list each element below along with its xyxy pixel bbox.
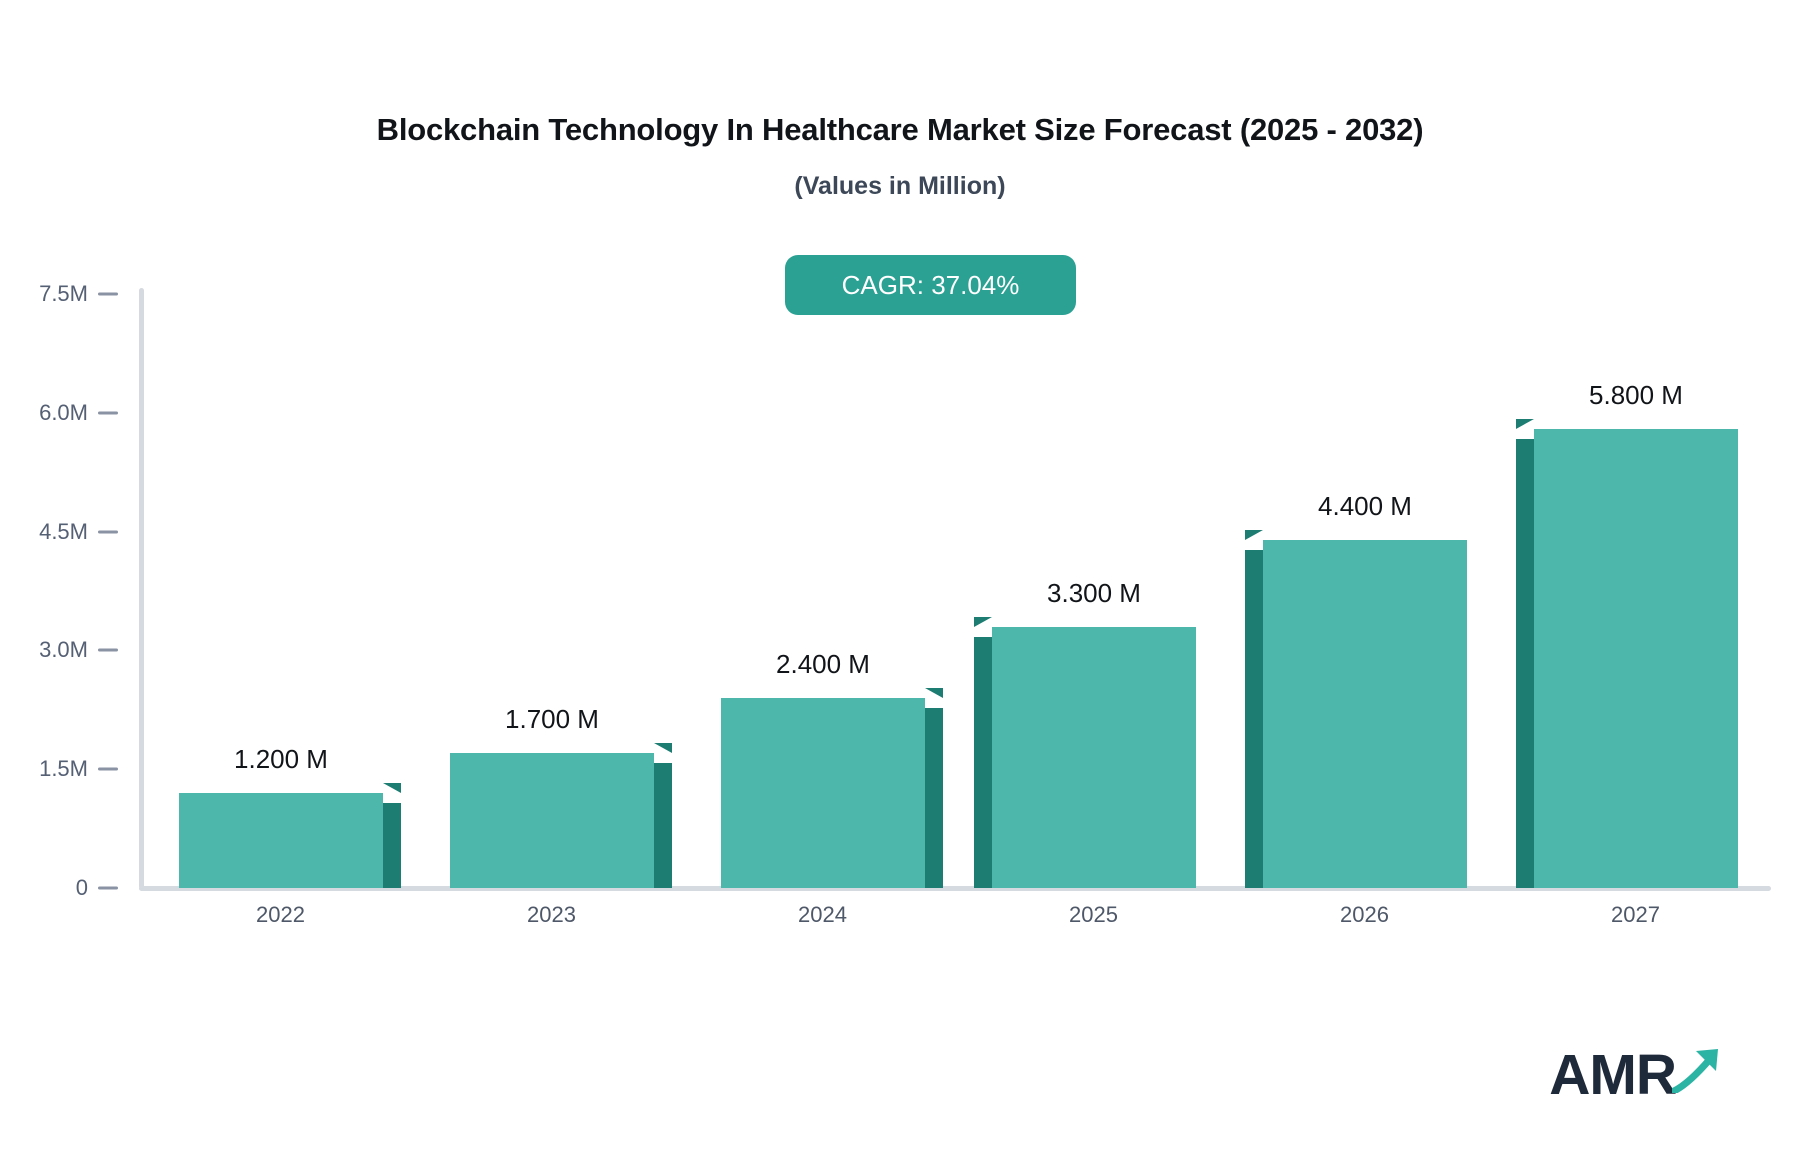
bar-value-label: 2.400 M [776,648,870,679]
x-axis-tick-label: 2026 [1340,902,1389,927]
bar: 4.400 M [1245,0,1467,888]
trend-arrow-up-right-icon [1670,1047,1734,1098]
x-axis-tick-label: 2025 [1069,902,1118,927]
y-axis-tick-label: 3.0M [39,637,88,663]
bar-value-label: 1.700 M [505,704,599,735]
bar-front-face [450,753,654,888]
amr-logo: AMR [1549,1047,1734,1104]
x-axis-tick-label: 2024 [798,902,847,927]
bar: 1.700 M [450,0,672,888]
bar-side-face [1516,438,1534,888]
bar-value-label: 4.400 M [1318,490,1412,521]
x-axis-tick-label: 2022 [256,902,305,927]
bar: 3.300 M [974,0,1196,888]
chart-subtitle: (Values in Million) [794,172,1006,200]
bar-top-face [1516,418,1534,429]
bar-top-face [383,782,401,793]
y-axis-tick-mark [98,767,118,771]
bar-front-face [721,697,925,888]
y-axis-tick-label: 6.0M [39,399,88,425]
y-axis-tick-label: 4.5M [39,518,88,544]
bar-top-face [654,743,672,754]
x-axis-line [139,886,1771,891]
y-axis-tick-label: 7.5M [39,281,88,306]
x-axis-tick-label: 2023 [527,902,576,927]
bar: 2.400 M [721,0,943,888]
bar-side-face [925,707,943,888]
bar-front-face [1263,539,1467,888]
bar-side-face [974,636,992,888]
bar-front-face [179,792,383,888]
amr-wordmark: AMR [1549,1043,1677,1107]
bar-front-face [1534,428,1738,888]
y-axis-tick-mark [98,411,118,415]
bar-top-face [974,616,992,627]
y-axis-tick-mark [98,292,118,296]
y-axis-tick-mark [98,530,118,534]
y-axis-tick-label: 0 [75,875,88,900]
bar: 1.200 M [179,0,401,888]
bar-value-label: 5.800 M [1589,379,1683,410]
bar: 5.800 M [1516,0,1738,888]
bar-side-face [383,802,401,888]
bar-top-face [925,687,943,698]
y-axis-tick-label: 1.5M [39,756,88,782]
bar-side-face [1245,549,1263,888]
bar-value-label: 3.300 M [1047,577,1141,608]
bar-side-face [654,763,672,888]
x-axis-tick-label: 2027 [1611,902,1660,927]
bar-front-face [992,626,1196,888]
chart-title: Blockchain Technology In Healthcare Mark… [376,112,1424,147]
y-axis-tick-mark [98,886,118,890]
cagr-badge: CAGR: 37.04% [785,255,1076,315]
y-axis-line [139,288,144,889]
bar-value-label: 1.200 M [234,743,328,774]
y-axis-tick-mark [98,648,118,652]
bar-top-face [1245,529,1263,540]
